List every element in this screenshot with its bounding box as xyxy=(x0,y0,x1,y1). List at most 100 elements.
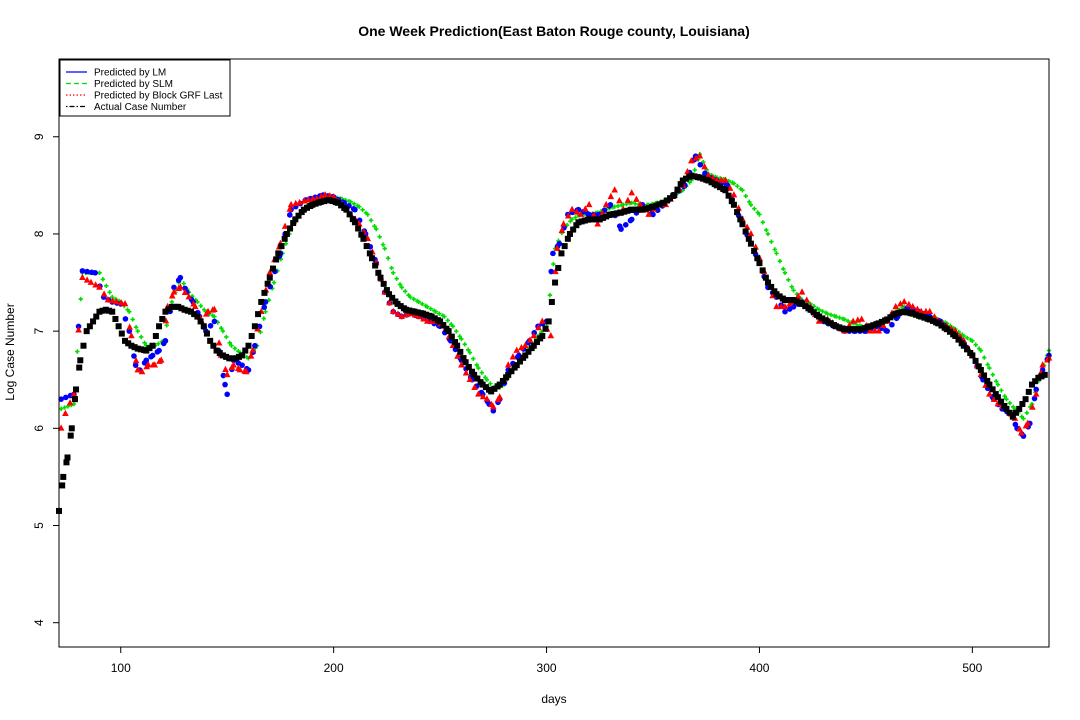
data-point xyxy=(169,299,175,305)
data-point xyxy=(505,371,512,378)
data-point xyxy=(239,362,245,368)
data-point xyxy=(104,283,109,288)
data-point xyxy=(802,303,809,310)
data-point xyxy=(207,322,214,329)
data-point xyxy=(62,405,67,410)
data-point xyxy=(752,206,757,211)
data-point xyxy=(677,181,684,188)
data-point xyxy=(785,297,792,304)
data-point xyxy=(445,318,450,323)
data-point xyxy=(125,340,132,347)
data-point xyxy=(454,352,461,359)
data-point xyxy=(420,301,425,307)
data-point xyxy=(488,381,493,386)
data-point xyxy=(1031,395,1038,402)
data-point xyxy=(207,337,214,344)
data-point xyxy=(475,390,482,397)
data-point xyxy=(431,315,438,322)
data-point xyxy=(64,454,71,461)
data-point xyxy=(300,206,307,213)
data-point xyxy=(1032,378,1039,385)
data-point xyxy=(897,300,904,307)
data-point xyxy=(198,303,203,309)
data-point xyxy=(365,212,370,217)
data-point xyxy=(692,154,700,161)
data-point xyxy=(146,345,153,352)
data-point xyxy=(895,309,902,316)
data-point xyxy=(762,274,769,281)
data-point xyxy=(75,326,82,333)
data-point xyxy=(162,308,169,315)
data-point xyxy=(776,293,783,300)
data-point xyxy=(188,308,194,315)
data-point xyxy=(735,183,740,189)
data-point xyxy=(696,152,704,159)
data-point xyxy=(73,386,80,393)
data-point xyxy=(414,309,421,316)
data-point xyxy=(1039,361,1046,368)
data-point xyxy=(130,317,135,322)
data-point xyxy=(128,342,135,349)
data-point xyxy=(296,198,303,206)
data-point xyxy=(290,220,297,227)
data-point xyxy=(725,192,732,199)
data-point xyxy=(578,218,585,225)
data-point xyxy=(71,396,78,403)
data-point xyxy=(219,326,224,331)
data-point xyxy=(181,306,188,313)
data-point xyxy=(211,318,218,325)
data-point xyxy=(807,306,814,313)
data-point xyxy=(386,291,392,298)
data-point xyxy=(360,235,367,242)
data-point xyxy=(824,318,831,325)
data-point xyxy=(866,327,874,334)
data-point xyxy=(185,293,193,300)
data-point xyxy=(112,315,119,322)
data-point xyxy=(545,318,552,325)
data-point xyxy=(121,299,129,307)
data-point xyxy=(551,261,556,267)
data-point xyxy=(394,276,399,281)
data-point xyxy=(607,211,614,218)
data-point xyxy=(730,191,738,198)
data-point xyxy=(247,352,255,359)
data-point xyxy=(768,283,775,290)
data-point xyxy=(168,303,175,310)
data-point xyxy=(99,307,106,314)
data-point xyxy=(389,294,396,301)
data-point xyxy=(688,172,695,179)
data-point xyxy=(355,225,362,232)
data-point xyxy=(219,352,226,359)
data-point xyxy=(701,162,708,170)
data-point xyxy=(128,332,135,339)
data-point xyxy=(156,347,162,354)
data-point xyxy=(1028,381,1035,388)
data-point xyxy=(926,307,934,315)
data-point xyxy=(884,316,891,323)
data-point xyxy=(688,157,695,164)
data-point xyxy=(488,388,495,395)
data-point xyxy=(683,175,689,182)
data-point xyxy=(708,179,715,186)
data-point xyxy=(525,348,532,355)
data-point xyxy=(995,382,1001,387)
data-point xyxy=(232,355,239,362)
data-point xyxy=(508,368,515,375)
data-point xyxy=(731,181,737,186)
data-point xyxy=(372,223,377,229)
data-point xyxy=(773,302,780,310)
data-point xyxy=(389,265,394,271)
x-axis-label: days xyxy=(541,692,566,706)
data-point xyxy=(191,302,199,310)
data-point xyxy=(616,196,623,204)
y-tick-label: 9 xyxy=(32,133,46,140)
data-point xyxy=(269,265,276,272)
data-point xyxy=(722,187,729,194)
data-point xyxy=(561,243,568,250)
data-point xyxy=(981,372,988,379)
legend-label: Predicted by SLM xyxy=(94,79,173,90)
data-point xyxy=(516,358,523,365)
data-point xyxy=(722,176,729,183)
data-point xyxy=(705,177,712,184)
data-point xyxy=(663,197,670,204)
